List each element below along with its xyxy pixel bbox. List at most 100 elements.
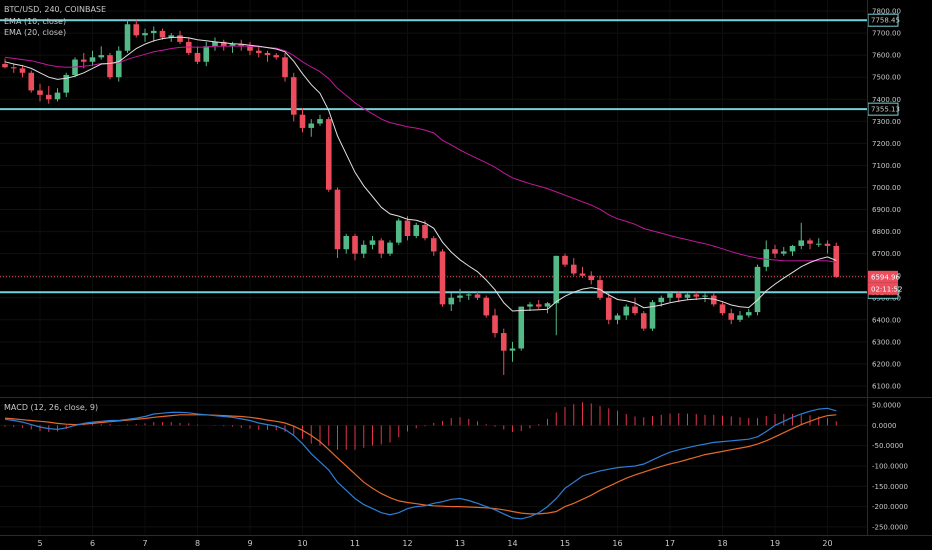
candle-body [684, 294, 691, 298]
candle-body [605, 297, 612, 320]
candle-body [448, 297, 455, 305]
candle-body [334, 189, 341, 250]
last-price-tag [868, 270, 898, 283]
candle-body [404, 220, 411, 236]
macd-tick-label: -250.0000 [872, 523, 908, 531]
candle-body [702, 295, 708, 297]
candle-body [203, 46, 210, 62]
candle-body [124, 24, 131, 51]
time-tick-label: 20 [822, 539, 832, 548]
candle-body [290, 77, 297, 115]
candle-body [98, 55, 105, 58]
macd-tick-label: -150.0000 [872, 483, 908, 491]
candle-body [745, 312, 752, 316]
candle-body [815, 243, 822, 245]
price-tick-label: 7200.00 [872, 140, 901, 148]
candle-body [649, 302, 656, 329]
candle-body [45, 94, 52, 100]
candle-body [212, 41, 218, 47]
price-tick-label: 7000.00 [872, 184, 901, 192]
level-price-tag-label: 7355.13 [871, 106, 900, 114]
candle-body [352, 235, 358, 254]
candle-body [150, 30, 157, 34]
candle-body [194, 52, 201, 62]
candle-body [142, 33, 148, 36]
candle-body [500, 333, 507, 351]
candle-body [457, 295, 463, 298]
candle-body [492, 315, 498, 334]
time-tick-label: 6 [90, 539, 95, 548]
candle-body [395, 220, 402, 243]
price-axis[interactable]: 6100.006200.006300.006400.006500.006600.… [867, 8, 902, 391]
candle-body [772, 249, 778, 254]
price-tick-label: 7700.00 [872, 30, 901, 38]
candle-body [343, 235, 350, 250]
price-tick-label: 7800.00 [872, 8, 901, 16]
candle-body [28, 72, 35, 91]
macd-legend[interactable]: MACD (12, 26, close, 9) [4, 403, 98, 412]
macd-tick-label: -200.0000 [872, 503, 908, 511]
price-tick-label: 7100.00 [872, 162, 901, 170]
candle-body [535, 304, 542, 307]
candle-body [159, 30, 166, 38]
candle-body [789, 245, 796, 252]
price-tick-label: 7300.00 [872, 118, 901, 126]
candle-body [710, 295, 717, 305]
candle-body [229, 44, 236, 47]
macd-tick-label: 0.0000 [872, 422, 897, 430]
candle-body [220, 41, 227, 47]
candle-body [658, 297, 665, 303]
candle-body [553, 255, 560, 304]
candle-body [737, 315, 743, 320]
candle-body [588, 275, 595, 281]
candle-body [675, 293, 682, 298]
ema10-line [4, 36, 837, 312]
candle-body [89, 57, 96, 62]
candle-body [133, 24, 140, 36]
candle-body [115, 50, 122, 78]
candle-body [798, 240, 805, 246]
price-tick-label: 6200.00 [872, 360, 901, 368]
candle-body [579, 273, 586, 276]
candle-body [632, 306, 638, 314]
candle-body [719, 304, 726, 314]
candle-body [693, 294, 700, 297]
macd-line [4, 407, 837, 520]
candle-body [780, 251, 787, 254]
candle-body [754, 266, 761, 313]
candle-body [465, 294, 472, 296]
candle-body [833, 245, 840, 277]
price-tick-label: 7500.00 [872, 74, 901, 82]
price-tick-label: 6900.00 [872, 206, 901, 214]
time-tick-label: 13 [455, 539, 465, 548]
candle-body [667, 293, 673, 298]
time-tick-label: 9 [247, 539, 252, 548]
macd-signal-line [4, 414, 837, 515]
level-price-tag-label: 7758.45 [871, 17, 900, 25]
macd-axis[interactable]: 50.0000 0.0000 -50.0000 -100.0000 -150.0000 -… [872, 402, 908, 532]
candle-body [483, 297, 490, 316]
countdown-tag-label: 02:11:52 [871, 285, 902, 293]
time-axis[interactable]: 5 6 7 8 9 10 11 12 13 14 15 16 17 18 19 20 [37, 539, 832, 548]
time-tick-label: 5 [37, 539, 42, 548]
price-tick-label: 6100.00 [872, 382, 901, 390]
time-tick-label: 16 [612, 539, 622, 548]
macd-tick-label: -100.0000 [872, 462, 908, 470]
price-tick-label: 6700.00 [872, 250, 901, 258]
candle-body [10, 67, 17, 69]
ema20-legend[interactable]: EMA (20, close) [4, 28, 66, 37]
time-tick-label: 17 [665, 539, 675, 548]
candle-body [387, 242, 393, 254]
price-tick-label: 6300.00 [872, 338, 901, 346]
candle-body [614, 315, 621, 320]
time-tick-label: 10 [297, 539, 307, 548]
ema10-legend[interactable]: EMA (10, close) [4, 17, 66, 26]
price-tick-label: 7600.00 [872, 52, 901, 60]
candle-body [255, 50, 262, 53]
candle-body [640, 313, 647, 329]
candle-body [299, 114, 306, 128]
candle-body [518, 306, 525, 349]
candle-body [63, 74, 70, 93]
ema20-line [4, 45, 837, 263]
